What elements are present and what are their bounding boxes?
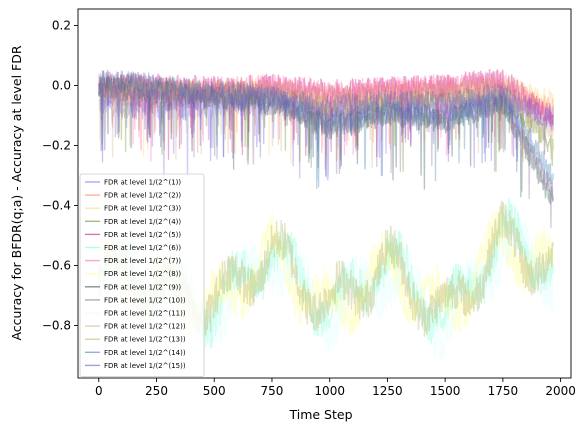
- legend-frame: [79, 173, 205, 377]
- series-line-12: [98, 77, 554, 168]
- x-tick-label: 750: [261, 384, 284, 398]
- x-tick-label: 250: [145, 384, 168, 398]
- y-tick-label: −0.8: [42, 319, 71, 333]
- y-tick-label: 0.2: [52, 19, 71, 33]
- x-tick-label: 1000: [314, 384, 345, 398]
- x-tick-label: 0: [95, 384, 103, 398]
- series-line-1: [98, 91, 554, 181]
- y-tick-label: −0.6: [42, 259, 71, 273]
- legend-label: FDR at level 1/(2^(1)): [104, 179, 181, 187]
- x-tick-label: 1250: [372, 384, 403, 398]
- series-line-5: [98, 68, 554, 160]
- legend-label: FDR at level 1/(2^(9)): [104, 283, 181, 291]
- legend-label: FDR at level 1/(2^(11)): [104, 310, 186, 318]
- legend-label: FDR at level 1/(2^(2)): [104, 192, 181, 200]
- series-line-14: [98, 69, 554, 190]
- series-line-10: [98, 73, 554, 228]
- series-line-7: [98, 70, 554, 162]
- legend-label: FDR at level 1/(2^(15)): [104, 362, 186, 370]
- x-axis-title: Time Step: [288, 407, 352, 422]
- legend-label: FDR at level 1/(2^(6)): [104, 244, 181, 252]
- y-tick-label: −0.2: [42, 139, 71, 153]
- x-tick-label: 1500: [430, 384, 461, 398]
- y-axis-title: Accuracy for BFDR(q;a) - Accuracy at lev…: [9, 45, 24, 340]
- y-tick-label: 0.0: [52, 79, 71, 93]
- axes-frame: [77, 8, 572, 379]
- x-tick-label: 2000: [545, 384, 576, 398]
- series-line-9: [98, 75, 554, 206]
- legend-label: FDR at level 1/(2^(13)): [104, 336, 186, 344]
- x-axis-ticks: 0 250 500 750 1000 1250 1500 1750 2000: [95, 378, 576, 398]
- series-line-4: [98, 73, 554, 172]
- x-tick-label: 1750: [488, 384, 519, 398]
- series-line-15: [98, 82, 554, 177]
- series-line-3: [98, 73, 554, 164]
- legend-label: FDR at level 1/(2^(14)): [104, 349, 186, 357]
- series-line-2: [98, 77, 554, 170]
- legend: FDR at level 1/(2^(1)) FDR at level 1/(2^…: [79, 173, 205, 377]
- legend-label: FDR at level 1/(2^(5)): [104, 231, 181, 239]
- legend-label: FDR at level 1/(2^(4)): [104, 218, 181, 226]
- legend-label: FDR at level 1/(2^(8)): [104, 270, 181, 278]
- legend-label: FDR at level 1/(2^(10)): [104, 296, 186, 304]
- y-tick-label: −0.4: [42, 199, 71, 213]
- legend-label: FDR at level 1/(2^(12)): [104, 323, 186, 331]
- y-axis-ticks: −0.8 −0.6 −0.4 −0.2 0.0 0.2: [42, 19, 78, 333]
- legend-label: FDR at level 1/(2^(7)): [104, 257, 181, 265]
- legend-label: FDR at level 1/(2^(3)): [104, 205, 181, 213]
- x-tick-label: 500: [203, 384, 226, 398]
